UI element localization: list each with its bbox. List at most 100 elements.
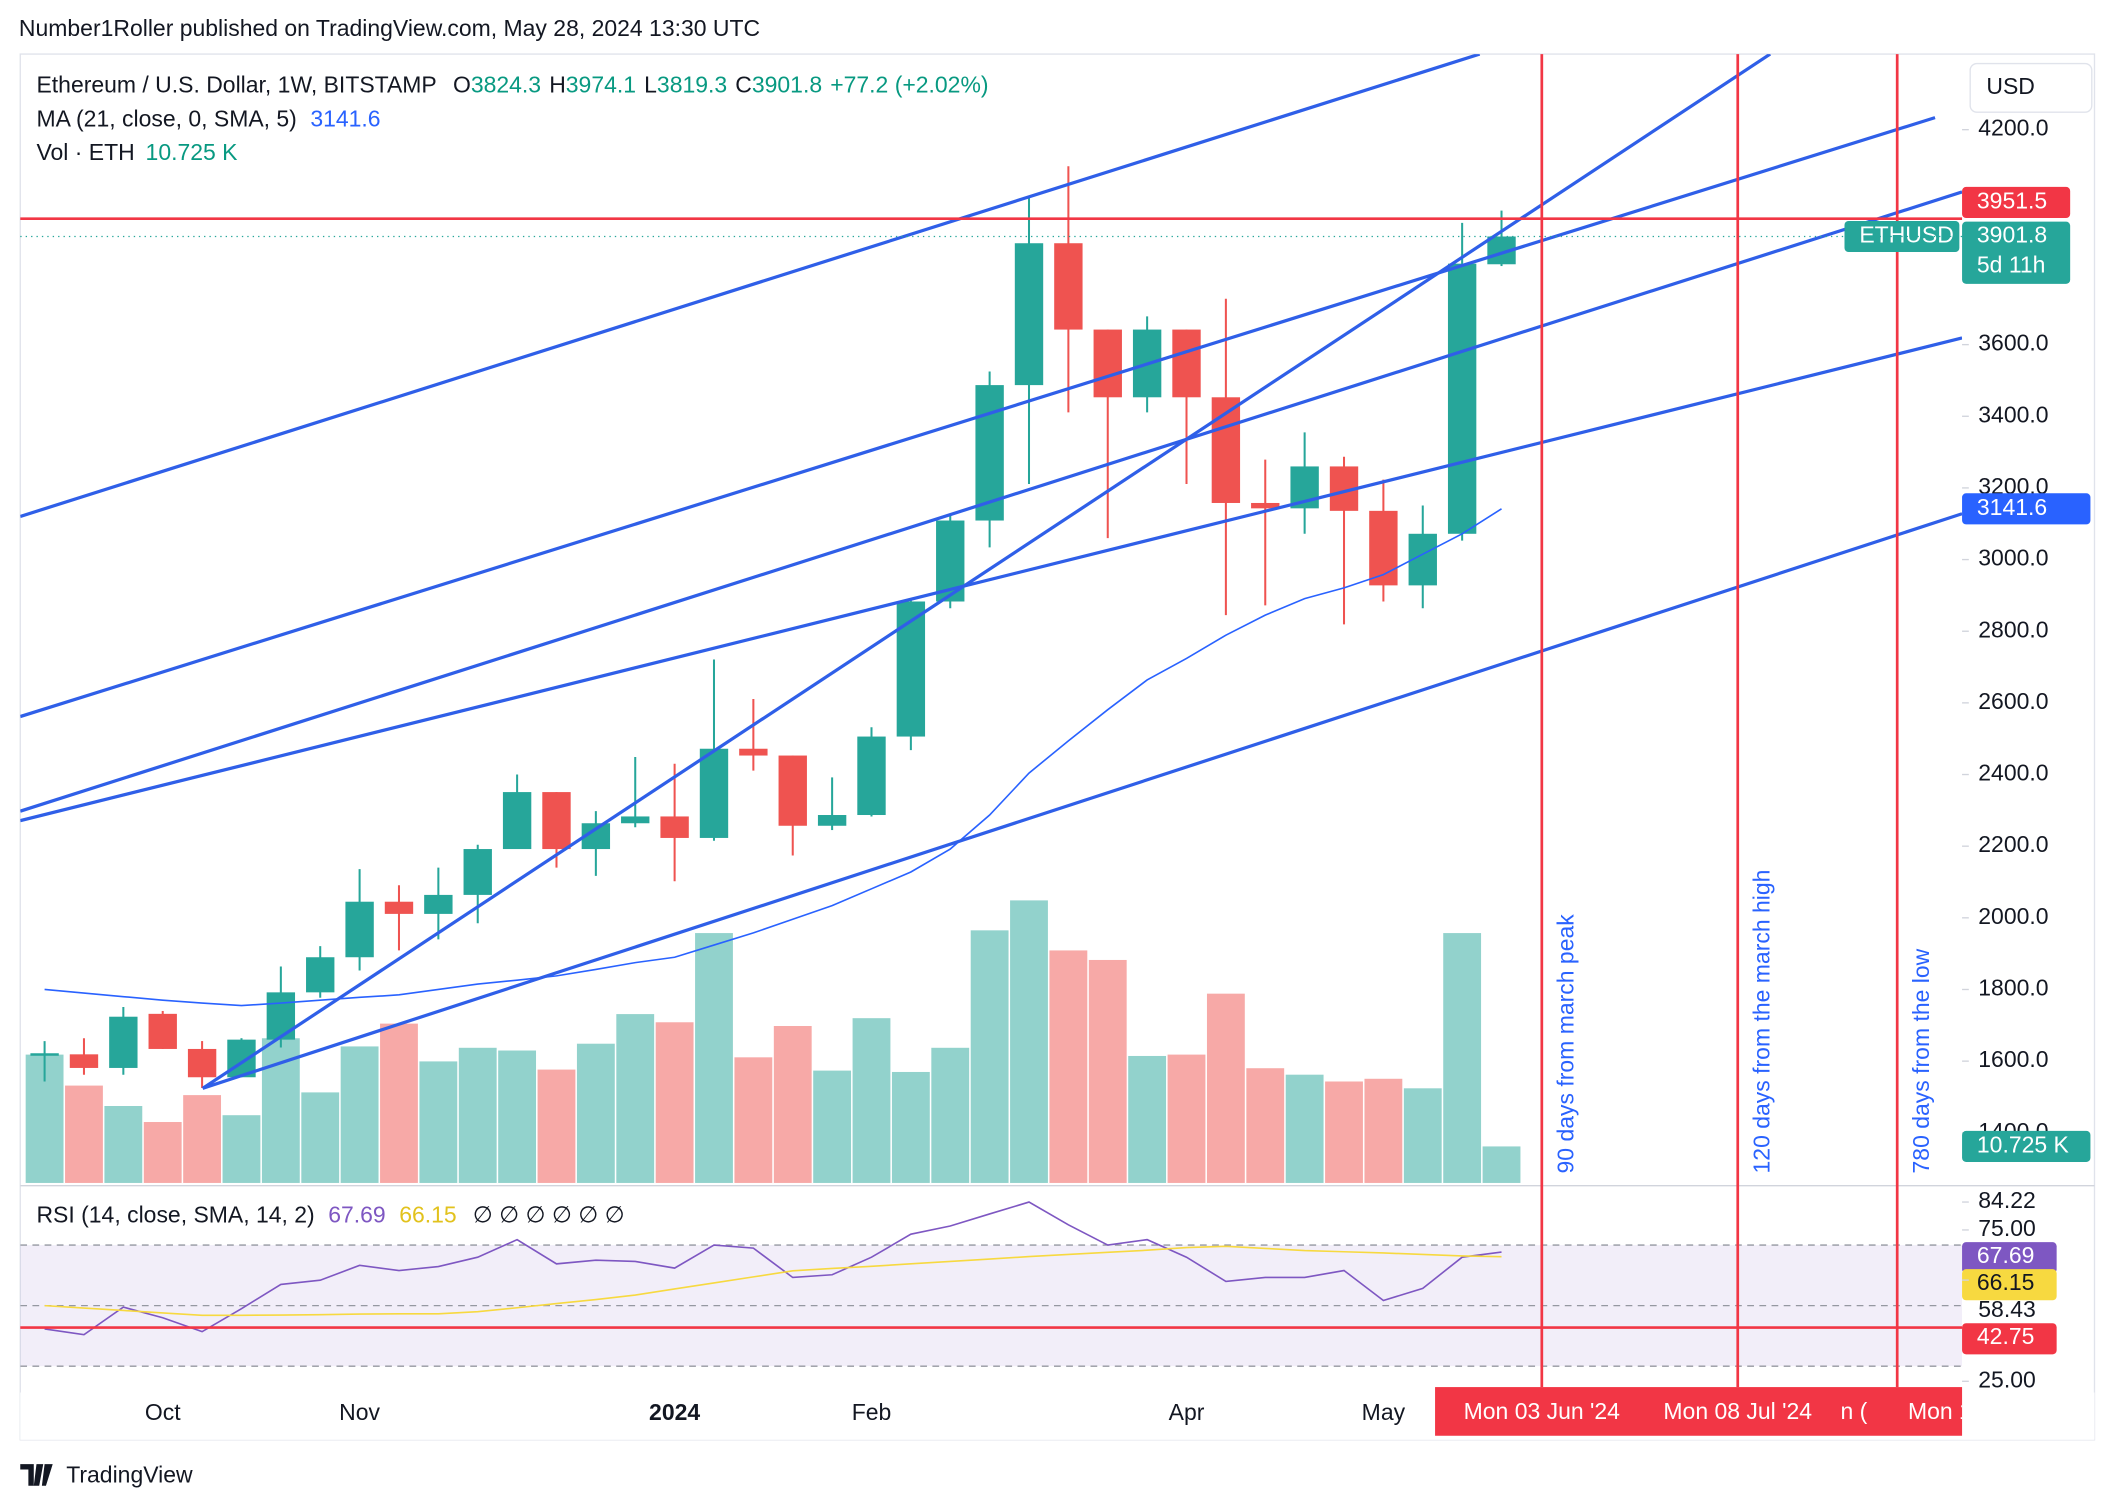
y-tick-label: 2400.0 <box>1978 760 2048 786</box>
ohlc-prefix: C <box>735 72 752 98</box>
legend-main: Ethereum / U.S. Dollar, 1W, BITSTAMP O382… <box>36 72 988 98</box>
published-by: Number1Roller published on TradingView.c… <box>19 15 760 41</box>
event-date: Mon 03 Jun '24 <box>1464 1398 1621 1424</box>
level-box <box>1962 186 2071 219</box>
candle-body <box>699 748 729 838</box>
rsi-band <box>20 1245 1963 1367</box>
volume-bar <box>576 1043 615 1183</box>
event-date: Mon 19 <box>1908 1398 1985 1424</box>
x-tick-label: 2024 <box>649 1399 700 1425</box>
volume-bar <box>852 1018 891 1183</box>
volume-bar <box>1325 1081 1363 1183</box>
legend-volume: Vol · ETH 10.725 K <box>36 139 238 165</box>
candle-body <box>1172 329 1201 398</box>
candle-body <box>660 816 689 838</box>
y-tick-label: 3400.0 <box>1978 401 2048 427</box>
event-note: 90 days from march peak <box>1553 914 1579 1174</box>
candle-body <box>896 601 926 737</box>
rsi-value-box <box>1962 1323 2057 1355</box>
ma-box <box>1962 493 2091 525</box>
volume-bar <box>970 930 1009 1183</box>
countdown-label: 5d 11h <box>1977 251 2046 277</box>
volume-bar <box>1049 950 1088 1183</box>
ma-value: 3141.6 <box>310 105 380 131</box>
brand: TradingView <box>20 1461 193 1487</box>
ohlc-value: 3824.3 <box>471 72 541 98</box>
candle-body <box>30 1053 59 1056</box>
volume-bar <box>301 1092 340 1183</box>
legend-ma: MA (21, close, 0, SMA, 5) 3141.6 <box>36 105 380 131</box>
event-date: Mon 08 Jul '24 <box>1663 1398 1812 1424</box>
rsi-y-tick-label: 58.43 <box>1978 1296 2035 1322</box>
event-note: 120 days from the march high <box>1748 870 1774 1174</box>
candle-body <box>1093 329 1122 398</box>
y-tick-label: 4200.0 <box>1978 115 2048 141</box>
candle-body <box>1447 263 1477 534</box>
volume-bar <box>773 1026 812 1183</box>
candle-body <box>1251 502 1280 509</box>
ohlc-value: 3901.8 <box>752 72 822 98</box>
ohlc-prefix: H <box>549 72 566 98</box>
symbol-label: ETHUSD <box>1859 222 1953 248</box>
rsi-sma-value: 66.15 <box>399 1202 456 1228</box>
candle-body <box>502 792 532 850</box>
volume-bar <box>222 1115 261 1183</box>
trend-lines <box>20 54 1963 1090</box>
currency-button[interactable] <box>1969 62 2093 113</box>
volume-bar <box>1010 900 1048 1183</box>
candle-body <box>109 1016 138 1068</box>
y-tick-label: 2000.0 <box>1978 903 2048 929</box>
volume-bar <box>1364 1078 1403 1183</box>
volume-bar <box>498 1050 537 1183</box>
price-axis: 4200.03600.03400.03200.03000.02800.02600… <box>1844 115 2091 1392</box>
y-tick-label: 2800.0 <box>1978 616 2048 642</box>
candle-body <box>424 894 453 914</box>
y-tick-label: 1600.0 <box>1978 1046 2048 1072</box>
rsi-line <box>44 1201 1502 1336</box>
rsi-value-label: 66.15 <box>1977 1269 2034 1295</box>
trend-line <box>201 54 1772 1090</box>
volume-bar <box>65 1085 103 1183</box>
date-flags <box>1435 1387 1963 1436</box>
volume-bar <box>143 1122 182 1183</box>
ma-label: 3141.6 <box>1977 494 2047 520</box>
volume-bar <box>695 933 733 1183</box>
y-tick-label: 1800.0 <box>1978 975 2048 1001</box>
trend-line <box>202 512 1963 1090</box>
x-tick-label: Oct <box>145 1399 181 1425</box>
x-tick-label: Apr <box>1169 1399 1205 1425</box>
x-tick-label: Feb <box>852 1399 892 1425</box>
volume-bar <box>813 1070 852 1183</box>
volume-bar <box>891 1071 930 1183</box>
rsi-value-label: 67.69 <box>1977 1242 2034 1268</box>
volume-bar <box>1246 1068 1285 1183</box>
volume-bar <box>380 1023 418 1183</box>
volume-bar <box>616 1014 655 1183</box>
volume-label: 10.725 K <box>1977 1132 2070 1158</box>
candle-body <box>306 957 335 993</box>
volume-bar <box>340 1046 379 1183</box>
level-label: 3951.5 <box>1977 188 2047 214</box>
candle-body <box>345 901 374 958</box>
ma-name: MA (21, close, 0, SMA, 5) <box>36 105 296 131</box>
volume-bar <box>458 1047 497 1183</box>
change: +77.2 (+2.02%) <box>830 72 988 98</box>
candle-body <box>187 1048 217 1078</box>
currency: USD <box>1986 73 2034 99</box>
rsi-pane <box>20 1201 1963 1367</box>
rsi-y-tick-label: 84.22 <box>1978 1187 2035 1213</box>
candle-body <box>621 816 650 824</box>
candle-body <box>69 1054 99 1068</box>
volume-bar <box>1167 1054 1206 1183</box>
rsi-value-label: 42.75 <box>1977 1323 2034 1349</box>
trend-line <box>20 336 1963 823</box>
volume-bar <box>1482 1146 1521 1183</box>
candle-body <box>542 792 571 850</box>
candle-body <box>148 1013 177 1049</box>
candle-body <box>1054 243 1083 330</box>
x-tick-label: Nov <box>339 1399 380 1425</box>
candle-body <box>463 849 492 895</box>
volume-bar <box>1403 1088 1442 1183</box>
y-tick-label: 3000.0 <box>1978 545 2048 571</box>
rsi-value: 67.69 <box>328 1202 385 1228</box>
